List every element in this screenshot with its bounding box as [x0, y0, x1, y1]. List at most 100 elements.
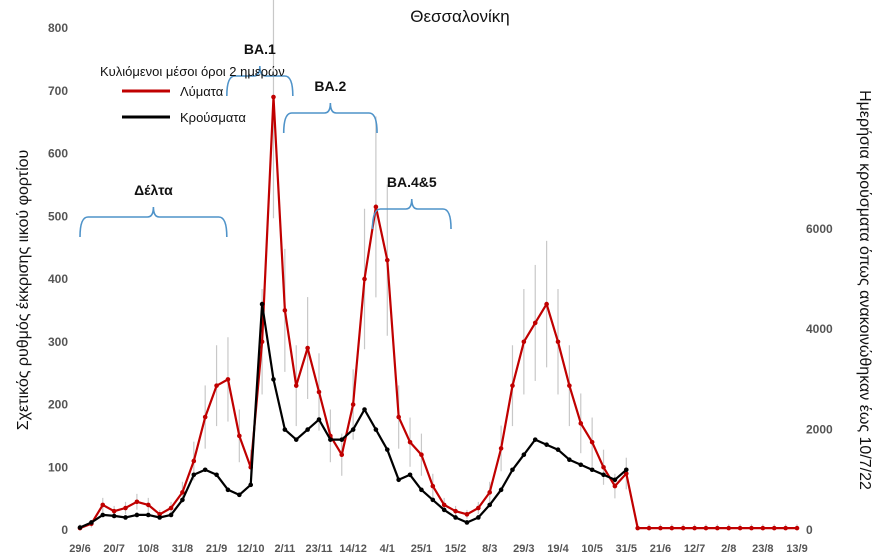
left-axis-ticks: 0 100 200 300 400 500 600 700 800 — [48, 21, 68, 537]
series-krousmata-point — [487, 502, 493, 508]
x-tick-label: 31/8 — [172, 543, 193, 555]
variant-bracket — [371, 198, 452, 230]
series-krousmata-point — [384, 447, 390, 452]
series-krousmata-point — [168, 512, 174, 518]
series-krousmata-point — [362, 407, 367, 412]
series-lymata-point — [271, 94, 276, 100]
legend-title: Κυλιόμενοι μέσοι όροι 2 ημερών — [100, 64, 285, 79]
x-tick-label: 31/5 — [616, 543, 637, 555]
legend: Κυλιόμενοι μέσοι όροι 2 ημερών Λύματα Κρ… — [100, 64, 285, 125]
variant-bracket — [226, 65, 294, 97]
right-axis-ticks: 0 2000 4000 6000 — [806, 222, 833, 537]
series-lymata-point — [703, 525, 709, 531]
series-lymata-point — [510, 383, 515, 388]
series-krousmata-point — [328, 437, 333, 442]
x-tick-label: 12/10 — [237, 543, 265, 555]
x-tick-label: 23/8 — [752, 543, 773, 555]
series-lymata-point — [669, 525, 675, 531]
series-lymata-point — [316, 389, 322, 395]
series-lymata-point — [350, 402, 356, 407]
series-krousmata-point — [476, 515, 481, 520]
series-lymata-point — [123, 505, 128, 511]
series-lymata-point — [237, 433, 242, 439]
series-lymata-point — [464, 512, 470, 517]
series-lymata-point — [214, 383, 219, 388]
legend-label-lymata: Λύματα — [180, 84, 224, 99]
series-krousmata-point — [601, 472, 606, 478]
series-lymata-point — [794, 525, 800, 531]
series-lymata-point — [134, 499, 140, 505]
series-krousmata-point — [202, 467, 208, 473]
series-krousmata-point — [430, 497, 436, 503]
series-lymata-point — [726, 525, 732, 531]
series-lymata-point — [430, 483, 436, 489]
series-krousmata-point — [441, 507, 447, 513]
series-lymata-point — [441, 502, 447, 508]
series-lymata-point — [487, 490, 493, 495]
series-lymata-point — [384, 257, 390, 263]
series-krousmata-point — [305, 427, 310, 432]
x-tick-label: 29/6 — [69, 543, 90, 555]
series-krousmata-point — [623, 467, 629, 473]
series-krousmata-point — [373, 427, 379, 432]
series-krousmata-point — [521, 452, 527, 458]
series-krousmata-point — [180, 497, 185, 503]
variant-label: BA.2 — [314, 78, 346, 94]
series-krousmata-point — [419, 487, 424, 493]
x-tick-label: 29/3 — [513, 543, 534, 555]
x-tick-label: 12/7 — [684, 543, 705, 555]
series-lymata-point — [293, 383, 299, 388]
series-krousmata-point — [271, 377, 276, 382]
y-tick-left: 0 — [61, 523, 68, 537]
series-lymata-point — [168, 505, 174, 511]
series-krousmata-point — [259, 301, 265, 307]
series-krousmata-point — [214, 472, 219, 478]
series-krousmata-point — [282, 427, 288, 432]
series-lymata-point — [498, 446, 504, 451]
series-lymata-point — [521, 339, 527, 345]
series-lymata-point — [373, 204, 379, 210]
series-lymata-point — [567, 383, 572, 388]
x-tick-label: 13/9 — [786, 543, 807, 555]
series-krousmata-point — [191, 472, 197, 478]
series-krousmata-point — [111, 513, 117, 519]
series-lymata-point — [658, 525, 663, 531]
y-tick-left: 300 — [48, 335, 68, 349]
series-krousmata-point — [589, 467, 595, 473]
y-tick-left: 700 — [48, 84, 68, 98]
series-lymata-point — [191, 458, 197, 464]
series-lymata-point — [635, 525, 640, 531]
series-lymata-point — [282, 308, 288, 313]
x-axis-ticks: 29/6 20/7 10/8 31/8 21/9 12/10 2/11 23/11 14/12 4… — [69, 543, 807, 555]
y-tick-left: 200 — [48, 398, 68, 412]
y-tick-left: 100 — [48, 460, 68, 474]
series-lymata-line — [79, 95, 797, 530]
variant-label: BA.1 — [244, 41, 276, 57]
x-tick-label: 19/4 — [547, 543, 569, 555]
x-tick-label: 23/11 — [306, 543, 333, 555]
y-tick-right: 0 — [806, 523, 813, 537]
x-tick-label: 14/12 — [339, 543, 367, 555]
series-krousmata-point — [293, 437, 299, 442]
series-lymata-point — [305, 345, 310, 351]
x-tick-label: 8/3 — [482, 543, 497, 555]
x-tick-label: 2/8 — [721, 543, 736, 555]
series-krousmata-point — [339, 437, 345, 442]
y-axis-label-right: Ημερήσια κρούσματα όπως ανακοινώθηκαν έω… — [856, 90, 873, 490]
series-lymata-point — [362, 276, 367, 282]
y-tick-right: 2000 — [806, 423, 833, 437]
variant-annotations: Δέλτα BA.1 BA.2 BA.4&5 — [79, 41, 452, 238]
series-krousmata-point — [464, 520, 470, 525]
series-lymata-point — [555, 339, 561, 345]
series-krousmata-point — [157, 515, 162, 520]
series-lymata-point — [202, 414, 208, 420]
series-krousmata-point — [567, 457, 572, 463]
series-lymata-point — [749, 525, 754, 531]
variant-label: BA.4&5 — [387, 174, 437, 190]
series-lymata-point — [601, 464, 606, 470]
series-lymata-point — [589, 439, 595, 445]
y-tick-right: 4000 — [806, 322, 833, 336]
series-krousmata-point — [555, 447, 561, 452]
series-krousmata-point — [89, 520, 94, 525]
